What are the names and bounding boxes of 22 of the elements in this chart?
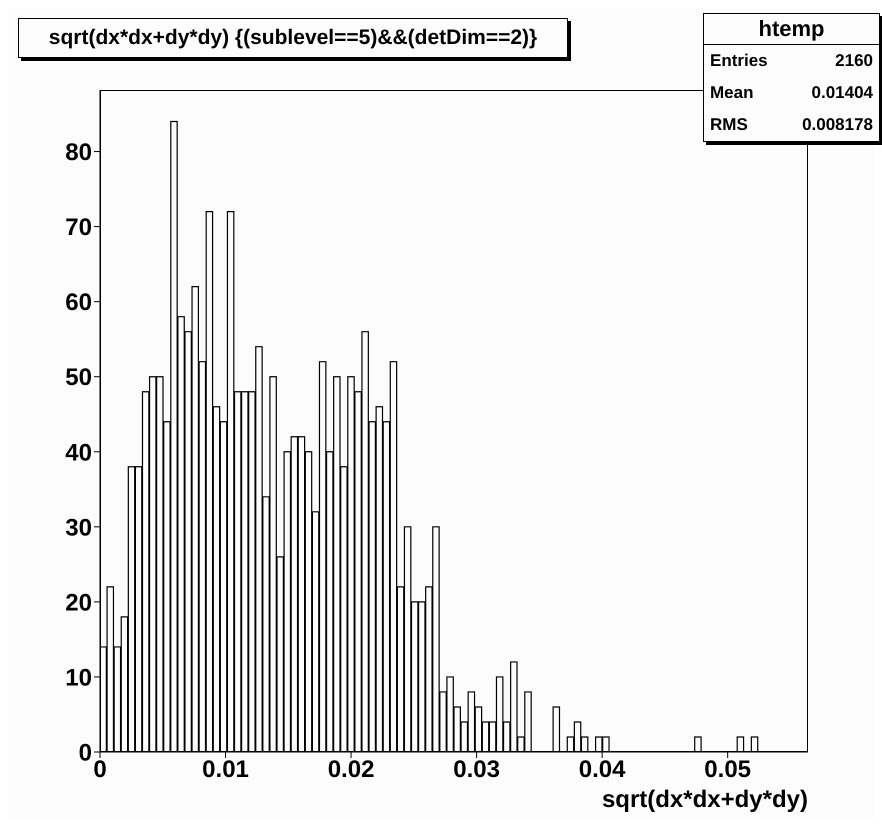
y-tick-label: 80 [65,139,92,166]
x-axis-title: sqrt(dx*dx+dy*dy) [602,786,808,813]
chart-title: sqrt(dx*dx+dy*dy) {(sublevel==5)&&(detDim==2)} [18,18,568,58]
y-tick-label: 30 [65,514,92,542]
y-tick-label: 70 [65,214,92,242]
text: Entries [710,51,768,71]
x-tick-label: 0.03 [453,756,500,784]
y-tick-label: 40 [65,439,92,466]
y-tick-label: 60 [65,289,92,316]
x-tick-label: 0.01 [202,756,249,784]
y-tick-label: 20 [65,589,92,616]
annotation: 0.008178 [802,115,873,135]
x-tick-label: 0.04 [578,756,626,784]
y-tick-label: 10 [65,664,92,692]
x-tick-label: 0.05 [704,756,752,784]
text: 0.01404 [812,83,873,103]
text: 2160 [835,51,873,71]
y-tick-label: 50 [65,364,92,392]
text: htemp [704,14,879,45]
annotation: Mean [710,83,754,103]
annotation: RMS [710,115,748,135]
x-tick-label: 0.02 [328,756,374,784]
